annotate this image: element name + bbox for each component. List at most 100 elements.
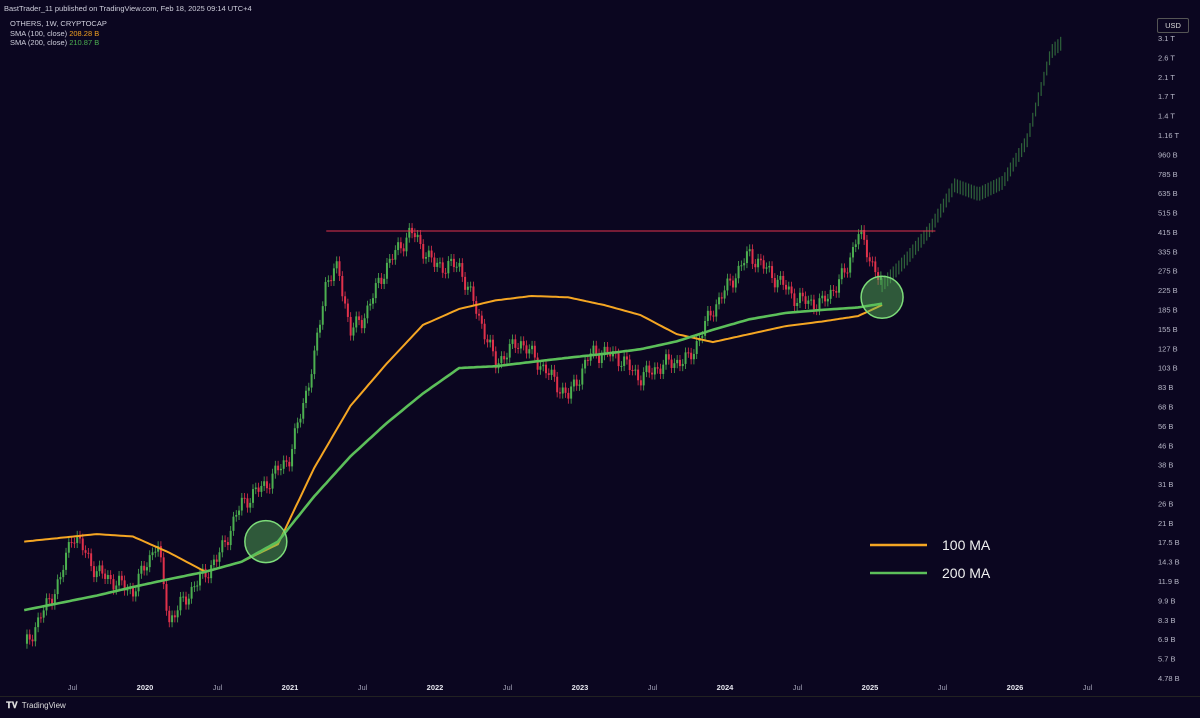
candle-body [572, 379, 575, 387]
projection-bar [923, 230, 925, 245]
candle-body [690, 352, 693, 360]
candle-body [790, 286, 793, 294]
projection-bar [884, 275, 886, 290]
candle-body [246, 498, 249, 508]
candle-body [737, 265, 740, 279]
projection-bar [1060, 36, 1062, 51]
candle-body [101, 565, 104, 574]
candle-body [776, 279, 779, 288]
candle-body [581, 368, 584, 385]
candle-body [187, 598, 190, 605]
currency-selector[interactable]: USD [1157, 18, 1189, 33]
candle-body [436, 262, 439, 267]
candle-body [718, 297, 721, 305]
candle-body [857, 234, 860, 245]
candle-body [840, 268, 843, 280]
candle-body [843, 268, 846, 273]
candle-body [662, 364, 665, 374]
candle-body [578, 384, 581, 386]
candle-body [196, 585, 199, 587]
candle-body [198, 573, 201, 586]
candle-body [221, 540, 224, 553]
candle-body [318, 324, 321, 333]
candle-body [134, 591, 137, 597]
projection-bar [979, 186, 981, 201]
projection-bar [1029, 123, 1031, 137]
projection-bar [990, 181, 992, 196]
candle-body [385, 262, 388, 279]
candle-body [341, 275, 344, 297]
tradingview-logo[interactable]: 𝐓𝐕 TradingView [6, 700, 66, 711]
candle-body [243, 497, 246, 499]
candle-body [575, 379, 578, 386]
projection-bar [1057, 39, 1059, 54]
candle-body [550, 369, 553, 375]
y-tick-label: 785 B [1158, 170, 1178, 179]
x-tick-label: Jul [503, 683, 513, 692]
candle-body [235, 514, 238, 517]
candle-body [757, 258, 760, 268]
candle-body [631, 370, 634, 372]
candle-body [324, 281, 327, 307]
candle-body [394, 250, 397, 260]
candle-body [37, 617, 40, 628]
legend-entry: 100 MA [942, 537, 991, 553]
candle-body [849, 257, 852, 273]
candle-body [109, 575, 112, 580]
candle-body [416, 234, 419, 238]
candle-body [709, 310, 712, 316]
candle-body [179, 596, 182, 611]
x-tick-label: Jul [648, 683, 658, 692]
candle-body [508, 343, 511, 358]
candle-body [151, 552, 154, 556]
x-tick-label: 2020 [137, 683, 154, 692]
candle-body [620, 365, 623, 367]
y-tick-label: 83 B [1158, 383, 1173, 392]
candle-body [59, 577, 62, 580]
candle-body [469, 286, 472, 288]
candle-body [491, 339, 494, 352]
candle-body [397, 242, 400, 251]
candle-body [120, 575, 123, 581]
candle-body [447, 260, 450, 274]
candle-body [444, 272, 447, 274]
projection-bar [895, 263, 897, 278]
candle-body [173, 615, 176, 618]
projection-bar [948, 188, 950, 203]
candle-body [338, 261, 341, 276]
candle-body [556, 376, 559, 393]
candle-body [249, 502, 252, 508]
candle-body [868, 257, 871, 262]
candle-body [25, 634, 28, 644]
candle-body [168, 610, 171, 623]
candle-body [53, 594, 56, 605]
candle-body [505, 357, 508, 360]
sma200-value: 210.87 B [69, 38, 100, 48]
candle-body [405, 237, 408, 252]
candle-body [567, 392, 570, 399]
y-tick-label: 26 B [1158, 499, 1173, 508]
projection-bar [956, 179, 959, 194]
x-tick-label: Jul [358, 683, 368, 692]
projection-bar [898, 260, 900, 275]
candle-body [212, 559, 215, 566]
candle-body [274, 465, 277, 474]
candle-body [695, 341, 698, 354]
candle-body [251, 489, 254, 503]
candle-body [31, 639, 34, 642]
candle-body [745, 251, 748, 264]
candle-body [260, 485, 263, 492]
candle-body [478, 313, 481, 316]
candle-body [438, 262, 441, 264]
y-tick-label: 6.9 B [1158, 635, 1176, 644]
candle-body [56, 579, 59, 595]
candle-body [665, 354, 668, 365]
candle-body [215, 559, 218, 562]
y-tick-label: 11.9 B [1158, 577, 1179, 586]
candle-body [254, 487, 257, 490]
candle-body [171, 615, 174, 623]
published-info: BastTrader_11 published on TradingView.c… [4, 4, 252, 13]
projection-bar [937, 208, 939, 223]
projection-bar [887, 272, 889, 287]
